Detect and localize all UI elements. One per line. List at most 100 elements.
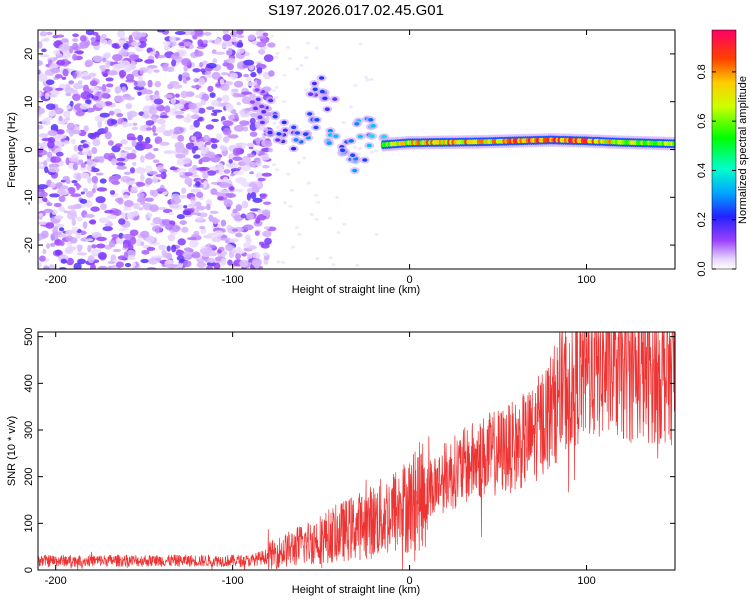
noise-blob [76, 216, 83, 222]
y-tick-label: 20 [23, 48, 35, 60]
noise-blob [38, 73, 48, 82]
noise-blob [170, 98, 176, 105]
noise-blob [281, 260, 286, 264]
colorbar-label: Normalized spectral amplitude [737, 76, 749, 224]
noise-blob [149, 107, 158, 115]
noise-blob [168, 203, 180, 209]
noise-blob [227, 259, 233, 266]
noise-blob [89, 80, 98, 87]
track-point [281, 120, 287, 125]
noise-blob [209, 92, 216, 98]
noise-blob [125, 153, 137, 160]
noise-blob [206, 265, 213, 269]
noise-blob [264, 237, 272, 245]
noise-blob [116, 157, 126, 162]
noise-blob [132, 122, 138, 126]
noise-blob [261, 172, 272, 177]
noise-blob [170, 197, 182, 205]
noise-blob [160, 123, 166, 128]
noise-blob [69, 100, 74, 107]
noise-blob [60, 138, 66, 142]
noise-blob [111, 234, 119, 239]
noise-blob [314, 193, 319, 197]
noise-blob [44, 116, 54, 121]
noise-blob [193, 78, 199, 83]
noise-blob [196, 191, 204, 198]
noise-blob [235, 204, 242, 212]
noise-blob [219, 78, 224, 85]
noise-blob [72, 53, 78, 61]
noise-blob [243, 59, 255, 66]
noise-blob [355, 263, 360, 267]
noise-blob [206, 170, 217, 176]
noise-blob [205, 124, 214, 130]
noise-blob [194, 201, 202, 207]
noise-blob [38, 261, 42, 269]
noise-blob [138, 76, 144, 82]
noise-blob [195, 181, 201, 187]
noise-blob [122, 234, 133, 239]
noise-blob [199, 225, 206, 230]
noise-blob [249, 131, 258, 137]
noise-blob [157, 54, 166, 59]
track-point [348, 139, 354, 143]
track-point [294, 131, 301, 135]
noise-blob [303, 88, 308, 92]
noise-blob [248, 183, 258, 188]
noise-blob [255, 172, 263, 179]
noise-blob [208, 166, 219, 172]
noise-blob [41, 230, 49, 239]
noise-blob [80, 202, 87, 208]
noise-blob [148, 257, 158, 265]
noise-blob [146, 246, 156, 251]
noise-blob [115, 143, 123, 148]
x-tick-label: 100 [577, 575, 595, 587]
noise-blob [97, 252, 107, 260]
noise-blob [188, 102, 197, 110]
colorbar: 0.0 0.2 0.4 0.6 0.8 Normalized spectral ampl… [696, 29, 749, 277]
noise-blob [276, 125, 280, 129]
noise-blob [111, 43, 120, 49]
track-point [326, 141, 332, 145]
noise-blob [228, 238, 239, 243]
noise-blob [104, 209, 115, 214]
noise-blob [199, 212, 208, 218]
noise-blob [236, 34, 245, 39]
noise-blob [256, 159, 261, 164]
noise-blob [182, 210, 192, 216]
noise-blob [185, 91, 195, 97]
noise-blob [258, 49, 266, 55]
noise-blob [43, 266, 50, 269]
noise-blob [295, 67, 300, 71]
noise-blob [257, 177, 266, 182]
noise-blob [65, 92, 72, 97]
noise-blob [190, 31, 196, 36]
noise-blob [223, 169, 231, 174]
noise-blob [234, 188, 244, 193]
noise-blob [204, 74, 213, 78]
noise-blob [82, 143, 89, 149]
noise-blob [142, 113, 150, 119]
noise-blob [50, 124, 59, 132]
noise-blob [251, 258, 262, 266]
noise-blob [209, 244, 216, 249]
x-tick-label: 0 [407, 575, 413, 587]
noise-blob [77, 80, 83, 85]
noise-blob [120, 175, 132, 183]
noise-blob [203, 31, 212, 36]
track-point [293, 138, 299, 142]
track-point [267, 130, 273, 135]
noise-blob [178, 171, 184, 176]
noise-blob [259, 154, 270, 161]
noise-blob [206, 106, 215, 110]
track-point [314, 118, 320, 122]
noise-blob [152, 217, 162, 225]
noise-blob [215, 133, 223, 141]
noise-blob [144, 89, 153, 95]
noise-blob [107, 260, 116, 265]
noise-blob [133, 80, 138, 86]
noise-blob [220, 145, 228, 152]
noise-blob [131, 126, 139, 131]
noise-blob [82, 221, 88, 230]
noise-blob [208, 251, 218, 257]
